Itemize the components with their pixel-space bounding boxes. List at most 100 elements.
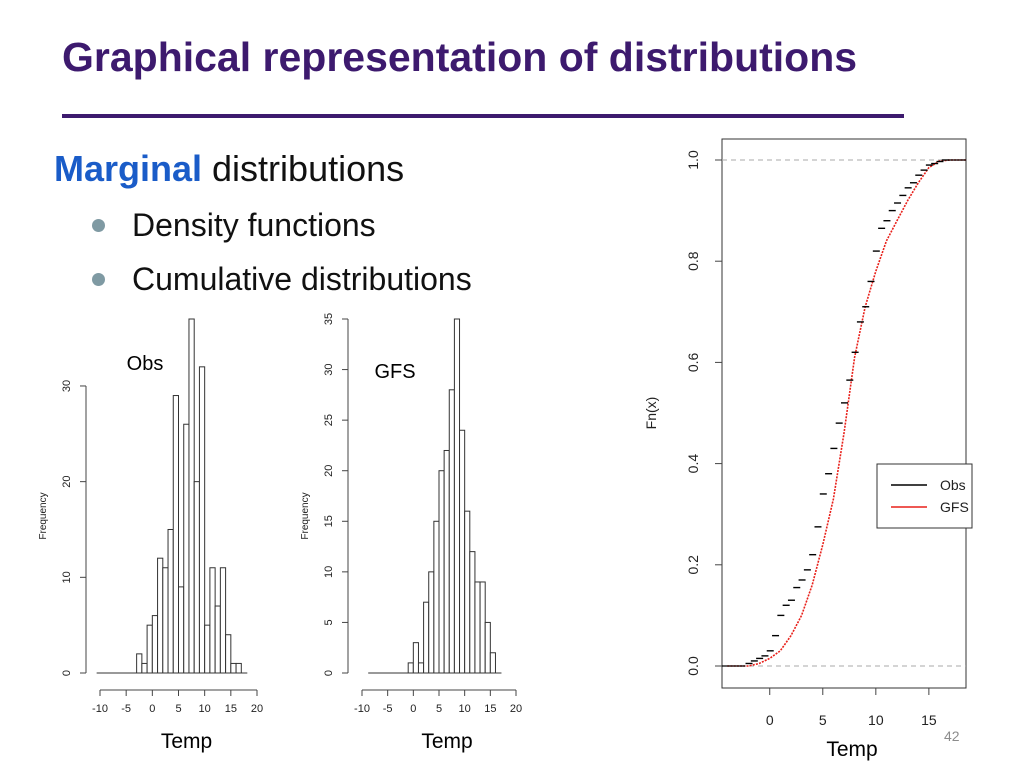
ecdf-plot-frame [721,138,967,689]
ecdf-x-tick-label: 10 [868,712,884,728]
obs-hist-bar [209,567,216,674]
obs-hist-bar [235,662,242,674]
ecdf-y-tick-label: 0.2 [685,555,701,575]
obs-x-tick-label: -10 [92,703,108,715]
gfs-hist-bar [433,520,440,674]
obs-hist-bar [219,567,227,674]
gfs-hist-bar [423,601,430,674]
section-heading: Marginal distributions [54,148,404,190]
obs-hist-bar [151,615,159,674]
obs-y-tick-label: 30 [61,380,73,392]
obs-hist-bar [146,624,153,674]
gfs-hist-bar [453,318,461,674]
ecdf-y-tick-label: 0.0 [685,656,701,676]
ecdf-legend-box [876,463,973,529]
gfs-x-tick-label: 20 [510,703,522,715]
ecdf-y-tick-label: 0.8 [685,251,701,271]
gfs-hist-bar [479,581,486,674]
gfs-hist-bar [428,571,435,674]
ecdf-gfs-series-line [727,159,966,667]
obs-hist-bar [198,366,206,674]
obs-hist-bar [167,528,174,674]
gfs-x-tick-label: 15 [484,703,496,715]
gfs-panel-label: GFS [374,361,415,383]
heading-rest: distributions [202,148,405,189]
obs-x-tick-label: 5 [175,703,181,715]
obs-hist-bar [178,586,185,674]
obs-hist-bar [225,634,232,674]
obs-y-tick-label: 0 [61,670,73,676]
gfs-hist-bar [407,662,414,674]
legend-obs-label: Obs [940,477,966,493]
gfs-hist-bar [474,581,481,674]
gfs-x-tick-label: -5 [383,703,393,715]
gfs-hist-bar [464,510,471,674]
ecdf-x-tick-label: 0 [766,712,774,728]
page-number: 42 [944,728,960,744]
obs-x-tick-label: 15 [225,703,237,715]
gfs-hist-bar [484,621,491,674]
obs-hist-bar [193,481,200,674]
obs-hist-bar [162,567,169,674]
gfs-hist-bar [443,449,450,674]
gfs-hist-bar [489,652,496,674]
gfs-y-tick-label: 0 [323,670,335,676]
gfs-hist-bar [469,551,476,674]
gfs-y-tick-label: 20 [323,465,335,477]
ecdf-x-tick-label: 5 [819,712,827,728]
obs-hist-bar [141,662,148,674]
obs-hist-bar [157,557,164,674]
obs-y-tick-label: 10 [61,571,73,583]
bullet-dot-icon [92,273,105,286]
obs-hist-bar [230,662,237,674]
gfs-x-tick-label: 5 [436,703,442,715]
obs-y-axis-title: Frequency [38,492,49,539]
ecdf-y-tick-label: 0.4 [685,454,701,474]
ecdf-y-tick-label: 1.0 [685,150,701,170]
ecdf-y-tick-label: 0.6 [685,352,701,372]
obs-hist-bar [172,395,179,674]
gfs-hist-bar [448,389,455,674]
obs-y-tick-label: 20 [61,476,73,488]
ecdf-x-axis-title: Temp [826,738,877,761]
obs-x-tick-label: 0 [149,703,155,715]
gfs-x-axis-title: Temp [421,730,472,753]
obs-hist-bar [214,605,221,674]
gfs-hist-bar [412,642,419,674]
ecdf-y-axis-title: Fn(x) [643,397,659,430]
ecdf-x-tick-label: 15 [921,712,937,728]
legend-gfs-label: GFS [940,499,969,515]
gfs-y-tick-label: 5 [323,619,335,625]
gfs-x-tick-label: 10 [459,703,471,715]
gfs-y-tick-label: 15 [323,515,335,527]
obs-hist-bar [188,318,195,674]
bullet-text: Cumulative distributions [132,261,472,297]
bullet-item: Density functions [90,205,472,259]
obs-hist-bar [183,423,190,674]
title-underline [62,114,904,118]
gfs-hist-bar [417,662,425,674]
gfs-hist-bar [438,470,445,674]
obs-x-tick-label: 10 [199,703,211,715]
bullet-list: Density functions Cumulative distributio… [90,205,472,313]
gfs-y-tick-label: 35 [323,313,335,325]
heading-accent: Marginal [54,148,203,189]
obs-hist-bar [204,624,211,674]
bullet-dot-icon [92,219,105,232]
gfs-y-axis-title: Frequency [300,492,311,539]
gfs-y-tick-label: 10 [323,566,335,578]
gfs-x-tick-label: -10 [354,703,370,715]
gfs-hist-bar [459,429,466,674]
obs-x-tick-label: 20 [251,703,263,715]
bullet-text: Density functions [132,207,376,243]
bullet-item: Cumulative distributions [90,259,472,313]
slide-title: Graphical representation of distribution… [62,34,858,80]
gfs-y-tick-label: 30 [323,363,335,375]
obs-x-tick-label: -5 [121,703,131,715]
obs-hist-bar [136,653,143,674]
gfs-x-tick-label: 0 [410,703,416,715]
obs-x-axis-title: Temp [161,730,212,753]
obs-panel-label: Obs [127,353,164,375]
gfs-y-tick-label: 25 [323,414,335,426]
